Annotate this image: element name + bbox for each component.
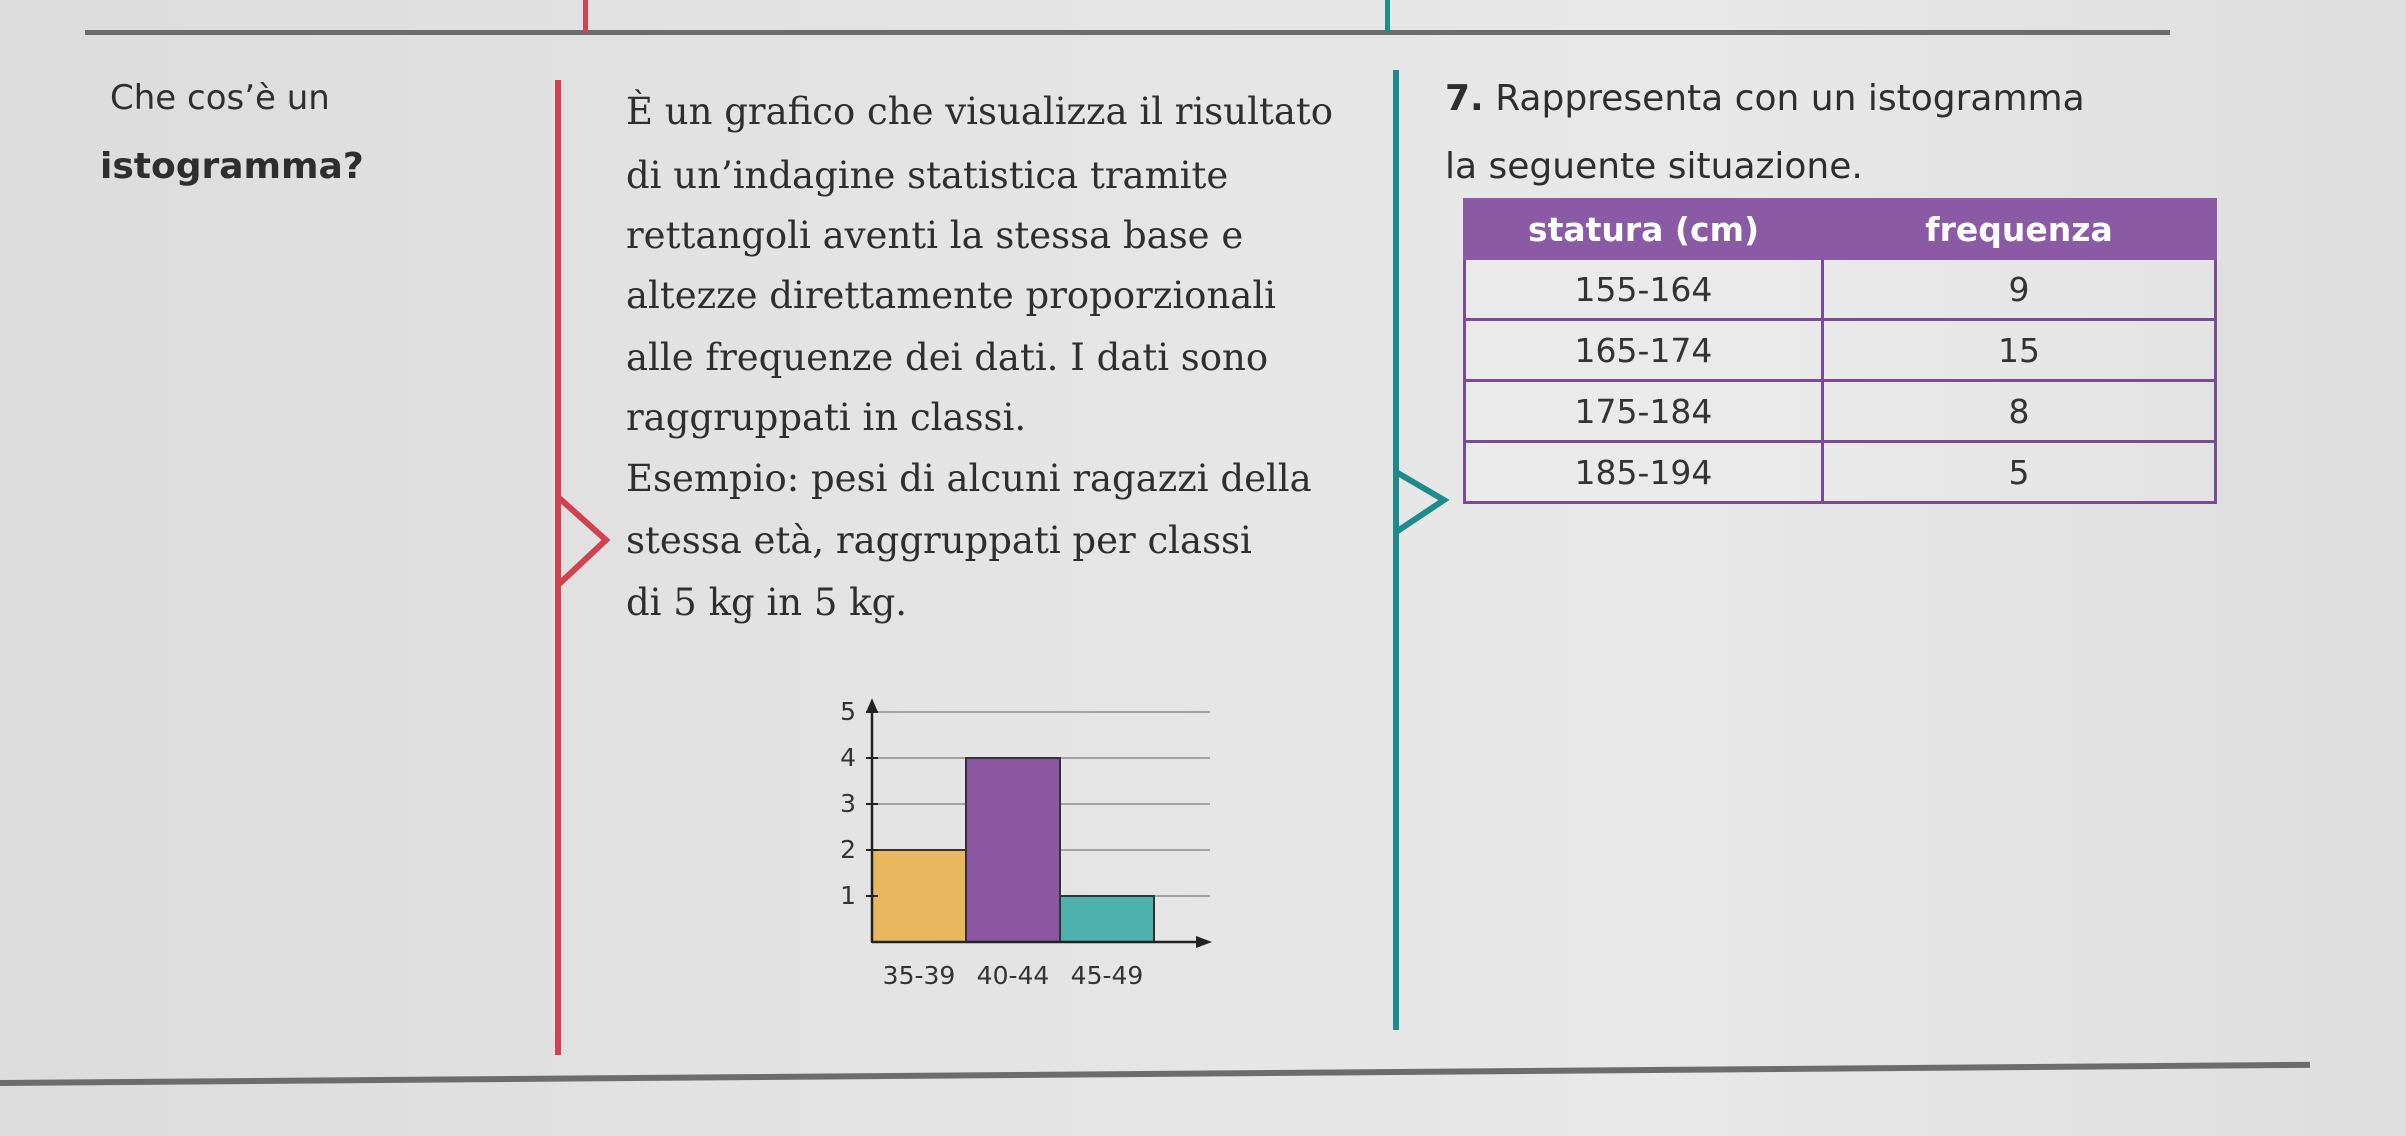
- table-row: 155-164 9: [1463, 257, 2217, 321]
- y-tick-label: 3: [840, 789, 856, 818]
- table-cell: 15: [1821, 318, 2217, 382]
- definition-line: di 5 kg in 5 kg.: [626, 581, 908, 624]
- bottom-rule: [0, 1061, 2310, 1086]
- y-tick-label: 2: [840, 835, 856, 864]
- table-row: 185-194 5: [1463, 440, 2217, 504]
- y-tick-label: 1: [840, 881, 856, 910]
- teal-chevron-icon: [1394, 470, 1450, 535]
- definition-line: stessa età, raggruppati per classi: [626, 519, 1252, 562]
- red-chevron-icon: [556, 495, 611, 588]
- frequency-table: statura (cm) frequenza 155-164 9 165-174…: [1463, 198, 2217, 504]
- column-header-height: statura (cm): [1463, 198, 1824, 260]
- x-tick-label: 45-49: [1071, 961, 1144, 990]
- exercise-instruction: Rappresenta con un istogramma: [1495, 78, 2085, 119]
- table-cell: 185-194: [1463, 440, 1824, 504]
- histogram-bar: [871, 849, 967, 943]
- table-cell: 175-184: [1463, 379, 1824, 443]
- exercise-number: 7.: [1445, 78, 1484, 119]
- table-cell: 8: [1821, 379, 2217, 443]
- table-cell: 165-174: [1463, 318, 1824, 382]
- table-row: 175-184 8: [1463, 379, 2217, 443]
- question-line-2: istogramma?: [100, 146, 364, 187]
- definition-line: alle frequenze dei dati. I dati sono: [626, 336, 1269, 379]
- y-axis-arrow-icon: [866, 698, 878, 713]
- teal-margin-top: [1385, 0, 1390, 32]
- exercise-title: 7. Rappresenta con un istogramma: [1445, 78, 2085, 119]
- x-axis-arrow-icon: [1196, 936, 1212, 948]
- exercise-line-2: la seguente situazione.: [1445, 146, 1863, 187]
- y-tick-label: 4: [840, 743, 856, 772]
- definition-line: È un grafico che visualizza il risultato: [626, 90, 1334, 133]
- x-tick-label: 35-39: [883, 961, 956, 990]
- table-cell: 5: [1821, 440, 2217, 504]
- x-tick-label: 40-44: [977, 961, 1050, 990]
- histogram-bar: [965, 757, 1061, 943]
- definition-line: di un’indagine statistica tramite: [626, 154, 1229, 197]
- table-cell: 155-164: [1463, 257, 1824, 321]
- question-line-1: Che cos’è un: [110, 78, 330, 118]
- red-margin-line: [555, 80, 561, 1055]
- definition-line: raggruppati in classi.: [626, 396, 1027, 439]
- definition-line: rettangoli aventi la stessa base e: [626, 214, 1244, 257]
- histogram-bar: [1059, 895, 1155, 943]
- teal-margin-line: [1393, 70, 1399, 1030]
- table-row: 165-174 15: [1463, 318, 2217, 382]
- definition-line: Esempio: pesi di alcuni ragazzi della: [626, 457, 1312, 500]
- table-cell: 9: [1821, 257, 2217, 321]
- top-rule: [85, 30, 2170, 35]
- y-tick-label: 5: [840, 697, 856, 726]
- definition-line: altezze direttamente proporzionali: [626, 274, 1276, 317]
- red-margin-top: [583, 0, 588, 33]
- table-header-row: statura (cm) frequenza: [1463, 198, 2217, 260]
- column-header-frequency: frequenza: [1821, 198, 2217, 260]
- example-histogram: 1 2 3 4 5 35-39 40-44 45-49: [840, 697, 1212, 990]
